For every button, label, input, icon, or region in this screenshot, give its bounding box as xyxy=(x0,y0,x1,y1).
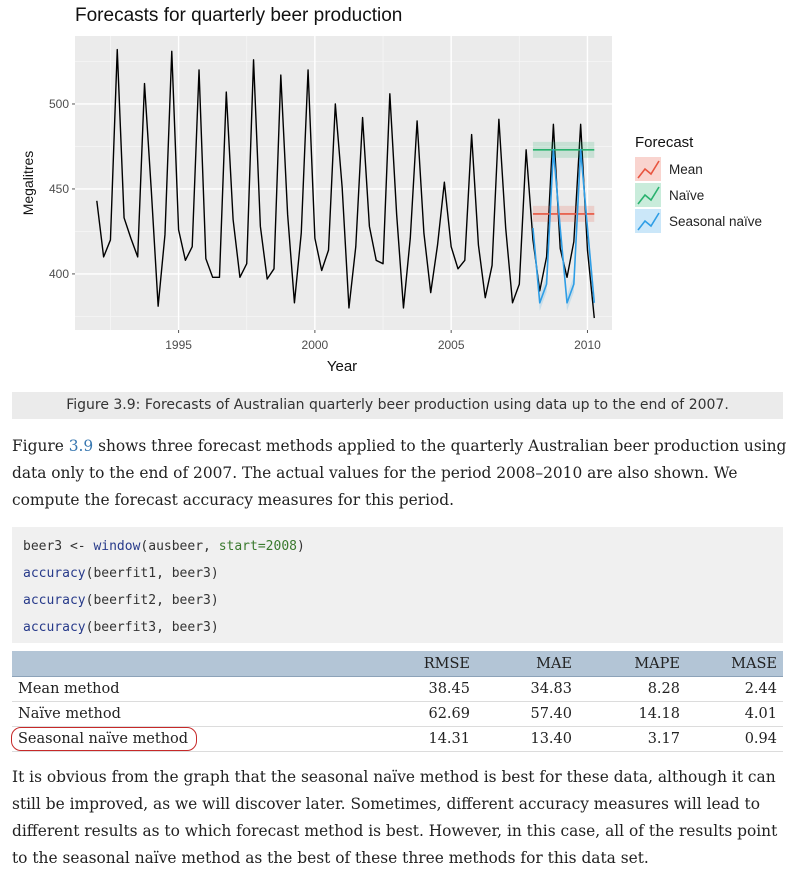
y-tick-label: 500 xyxy=(49,97,69,111)
cell-mape: 14.18 xyxy=(578,701,686,727)
code-line: accuracy(beerfit3, beer3) xyxy=(23,620,219,635)
grid-major xyxy=(75,36,612,330)
header-method xyxy=(12,651,260,677)
accuracy-table: RMSE MAE MAPE MASE Mean method 38.45 34.… xyxy=(12,651,783,752)
legend-label: Seasonal naïve xyxy=(669,214,762,229)
series-layer xyxy=(96,48,596,319)
cell-mape: 3.17 xyxy=(578,726,686,752)
figure-link[interactable]: 3.9 xyxy=(68,437,94,455)
conclusion-paragraph: It is obvious from the graph that the se… xyxy=(12,768,778,867)
legend-line-icon xyxy=(637,160,660,179)
plot-panel xyxy=(75,36,612,330)
code-number: 2008 xyxy=(265,539,297,554)
code-line: accuracy(beerfit1, beer3) xyxy=(23,566,219,581)
legend-item: Seasonal naïve xyxy=(635,209,762,233)
cell-mase: 2.44 xyxy=(686,676,783,702)
code-args: (beerfit3, beer3) xyxy=(85,620,219,635)
chart-title: Forecasts for quarterly beer production xyxy=(75,5,402,26)
x-tick-label: 2005 xyxy=(438,338,465,352)
header-rmse: RMSE xyxy=(260,651,476,677)
table-row: Seasonal naïve method 14.31 13.40 3.17 0… xyxy=(12,726,783,752)
header-mape: MAPE xyxy=(578,651,686,677)
intro-paragraph: Figure 3.9 shows three forecast methods … xyxy=(12,433,787,514)
code-paren: ) xyxy=(296,539,305,554)
legend-label: Mean xyxy=(669,162,703,177)
forecast-series-line xyxy=(532,149,596,304)
cell-mase: 0.94 xyxy=(686,726,783,752)
code-function: accuracy xyxy=(23,566,86,581)
y-axis-label: Megalitres xyxy=(20,151,36,216)
table-row: Mean method 38.45 34.83 8.28 2.44 xyxy=(12,676,783,702)
cell-rmse: 38.45 xyxy=(260,676,476,702)
cell-rmse: 14.31 xyxy=(260,726,476,752)
cell-method: Naïve method xyxy=(12,701,260,727)
legend: Forecast Mean Naïve Seasonal naïve xyxy=(635,134,762,233)
cell-method: Mean method xyxy=(12,676,260,702)
code-args: (beerfit1, beer3) xyxy=(85,566,219,581)
header-mase: MASE xyxy=(686,651,783,677)
code-function: window xyxy=(93,539,141,554)
cell-method: Seasonal naïve method xyxy=(12,726,260,752)
forecast-chart: Forecasts for quarterly beer production … xyxy=(20,5,762,375)
table-row: Naïve method 62.69 57.40 14.18 4.01 xyxy=(12,701,783,727)
x-tick-label: 2010 xyxy=(574,338,601,352)
highlight-ring xyxy=(11,727,197,751)
para1-text-b: shows three forecast methods applied to … xyxy=(12,437,787,509)
legend-label: Naïve xyxy=(669,188,704,203)
legend-item: Naïve xyxy=(635,183,704,207)
y-tick-label: 400 xyxy=(49,267,69,281)
cell-mape: 8.28 xyxy=(578,676,686,702)
code-block: beer3 <- window(ausbeer, start=2008) acc… xyxy=(12,527,783,643)
para1-text-a: Figure xyxy=(12,437,69,455)
code-arg-name: start= xyxy=(218,539,266,554)
legend-title: Forecast xyxy=(635,134,694,151)
legend-line-icon xyxy=(637,212,660,231)
actual-series-line xyxy=(96,48,595,319)
code-variable: beer3 <- xyxy=(23,539,94,554)
code-function: accuracy xyxy=(23,620,86,635)
y-axis: 400 450 500 xyxy=(49,97,75,281)
code-args: (ausbeer, xyxy=(140,539,219,554)
code-line: accuracy(beerfit2, beer3) xyxy=(23,593,219,608)
cell-mae: 34.83 xyxy=(476,676,578,702)
code-function: accuracy xyxy=(23,593,86,608)
figure-caption: Figure 3.9: Forecasts of Australian quar… xyxy=(12,392,783,419)
cell-rmse: 62.69 xyxy=(260,701,476,727)
cell-mae: 13.40 xyxy=(476,726,578,752)
code-args: (beerfit2, beer3) xyxy=(85,593,219,608)
header-mae: MAE xyxy=(476,651,578,677)
code-line: beer3 <- window(ausbeer, start=2008) xyxy=(23,539,305,554)
x-axis: 1995 2000 2005 2010 xyxy=(165,330,601,352)
y-tick-label: 450 xyxy=(49,182,69,196)
legend-item: Mean xyxy=(635,157,703,181)
cell-mase: 4.01 xyxy=(686,701,783,727)
cell-mae: 57.40 xyxy=(476,701,578,727)
x-axis-label: Year xyxy=(327,358,357,375)
legend-line-icon xyxy=(637,186,660,205)
x-tick-label: 1995 xyxy=(165,338,192,352)
x-tick-label: 2000 xyxy=(302,338,329,352)
table-header-row: RMSE MAE MAPE MASE xyxy=(12,651,783,677)
